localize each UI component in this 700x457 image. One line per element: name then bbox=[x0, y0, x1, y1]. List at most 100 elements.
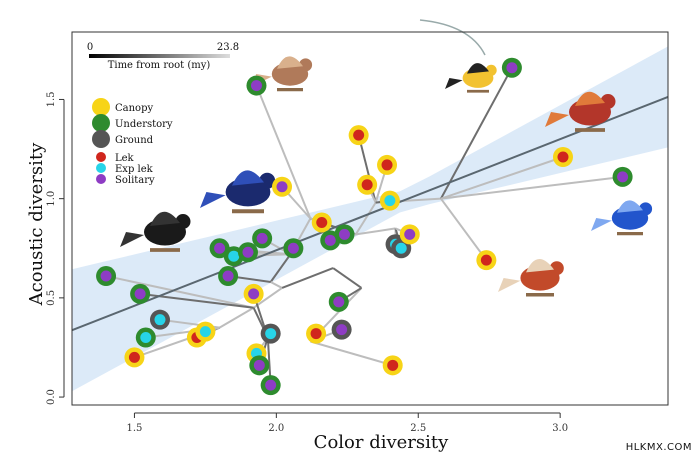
watermark: HLKMX.COM bbox=[625, 442, 692, 453]
phylogeny-branch bbox=[255, 85, 312, 219]
bird-head bbox=[549, 261, 564, 276]
y-tick-label: 1.5 bbox=[46, 92, 57, 108]
mating-dot bbox=[310, 328, 322, 340]
legend-swatch-ground bbox=[92, 130, 110, 148]
species-point bbox=[96, 266, 117, 287]
phylogeny-branch bbox=[281, 267, 334, 289]
y-axis-label: Acoustic diversity bbox=[26, 142, 47, 306]
bird-illustration-red bbox=[545, 91, 616, 132]
phylogeny-branch bbox=[440, 175, 623, 200]
phylogeny-branch bbox=[440, 156, 564, 200]
mating-dot bbox=[242, 246, 254, 258]
mating-dot bbox=[287, 242, 299, 254]
legend-label-solitary: Solitary bbox=[115, 175, 155, 186]
bird-tail bbox=[445, 78, 463, 89]
mating-dot bbox=[395, 242, 407, 254]
species-point bbox=[311, 212, 332, 233]
bird-head bbox=[600, 94, 616, 109]
species-point bbox=[124, 347, 145, 368]
x-tick-label: 2.0 bbox=[268, 423, 284, 434]
bird-head bbox=[175, 214, 191, 229]
legend-label-canopy: Canopy bbox=[115, 103, 153, 114]
mating-dot bbox=[480, 254, 492, 266]
phylogeny-branch bbox=[219, 306, 255, 329]
bird-wing bbox=[467, 63, 489, 74]
legend-label-exp-lek: Exp lek bbox=[115, 164, 154, 175]
x-tick-label: 1.5 bbox=[126, 423, 142, 434]
phylogeny-branch bbox=[269, 253, 292, 283]
legend-swatch-canopy bbox=[92, 98, 110, 116]
mating-dot bbox=[265, 379, 277, 391]
phylogeny-branch bbox=[355, 227, 396, 236]
mating-dot bbox=[265, 328, 277, 340]
species-point bbox=[334, 224, 355, 245]
legend-swatch-exp-lek bbox=[96, 163, 106, 173]
bird-head bbox=[299, 58, 313, 72]
species-point bbox=[260, 323, 281, 344]
mating-dot bbox=[214, 242, 226, 254]
mating-dot bbox=[154, 314, 166, 326]
species-point bbox=[218, 266, 239, 287]
mating-dot bbox=[140, 332, 152, 344]
y-tick-label: 0.5 bbox=[46, 290, 57, 306]
phylogeny-branch bbox=[105, 275, 254, 309]
species-point bbox=[246, 75, 267, 96]
y-tick-label: 1.0 bbox=[46, 191, 57, 207]
bird-illustration-black bbox=[120, 211, 191, 252]
bird-wing bbox=[617, 200, 643, 213]
phylogeny-branch bbox=[440, 67, 513, 200]
mating-dot bbox=[617, 171, 629, 183]
regression-line bbox=[72, 95, 668, 332]
scale-bar-min-label: 0 bbox=[87, 42, 93, 53]
species-point bbox=[306, 323, 327, 344]
phylogeny-branch bbox=[332, 267, 363, 289]
species-point bbox=[243, 283, 264, 304]
y-axis: 0.0 0.5 1.0 1.5 bbox=[46, 92, 65, 405]
mating-dot bbox=[353, 129, 365, 141]
x-tick-label: 3.0 bbox=[552, 423, 568, 434]
phylogeny-branch bbox=[270, 281, 283, 289]
bird-head bbox=[639, 202, 653, 216]
mating-dot bbox=[336, 324, 348, 336]
species-point bbox=[130, 283, 151, 304]
scale-bar-max-label: 23.8 bbox=[217, 42, 239, 53]
species-point bbox=[195, 321, 216, 342]
mating-dot bbox=[276, 181, 288, 193]
species-point bbox=[249, 355, 270, 376]
scale-bar-title: Time from root (my) bbox=[108, 60, 211, 71]
mating-dot bbox=[557, 151, 569, 163]
legend-label-understory: Understory bbox=[115, 119, 173, 130]
mating-dot bbox=[100, 270, 112, 282]
species-point bbox=[399, 224, 420, 245]
bird-illustration-blue-plumes bbox=[591, 200, 653, 236]
legend-label-ground: Ground bbox=[115, 135, 154, 146]
species-point bbox=[283, 238, 304, 259]
x-axis-label: Color diversity bbox=[314, 432, 449, 453]
bird-tail bbox=[120, 232, 144, 247]
mating-dot bbox=[228, 250, 240, 262]
mating-dot bbox=[384, 195, 396, 207]
mating-dot bbox=[333, 296, 345, 308]
legend-label-lek: Lek bbox=[115, 153, 135, 164]
bird-illustrations bbox=[120, 19, 653, 297]
species-point bbox=[476, 250, 497, 271]
bird-illustration-yellow bbox=[445, 63, 497, 93]
species-point bbox=[237, 242, 258, 263]
species-point bbox=[135, 327, 156, 348]
bird-wing bbox=[526, 259, 554, 273]
regression-line-layer bbox=[72, 95, 668, 332]
mating-dot bbox=[324, 234, 336, 246]
mating-dot bbox=[506, 62, 518, 74]
mating-dot bbox=[316, 216, 328, 228]
bird-wing bbox=[150, 211, 180, 226]
species-points bbox=[96, 57, 633, 396]
species-point bbox=[382, 355, 403, 376]
confidence-band-layer bbox=[72, 46, 668, 392]
confidence-band bbox=[72, 46, 668, 392]
bird-illustration-wire-tail bbox=[498, 259, 564, 297]
bird-head bbox=[259, 172, 276, 189]
phylogeny-branch bbox=[440, 198, 488, 261]
bird-head bbox=[485, 64, 497, 76]
mating-dot bbox=[361, 179, 373, 191]
